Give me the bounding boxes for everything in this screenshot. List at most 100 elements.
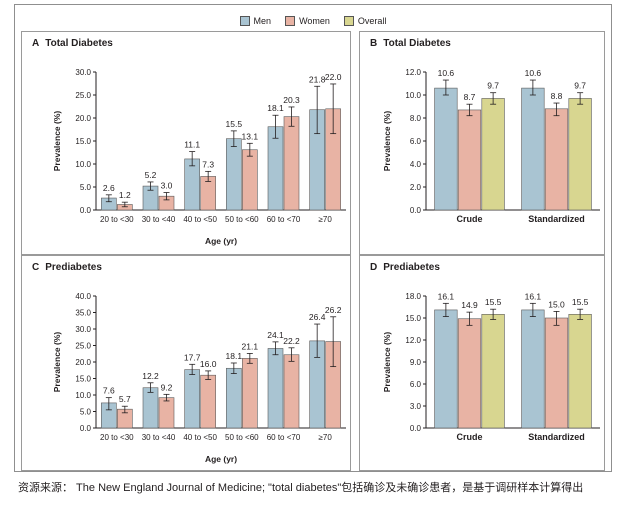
panel-b-title: Total Diabetes (383, 38, 451, 49)
legend: Men Women Overall (15, 14, 611, 28)
y-tick-label: 30.0 (75, 68, 91, 77)
panel-d-chart: 0.0 3.0 6.0 9.0 12.0 15.0 18.0 Prevalence (%) 16… (382, 291, 600, 442)
y-tick-label: 15.0 (405, 314, 421, 323)
y-tick-label: 0.0 (80, 424, 92, 433)
data-label: 10.6 (438, 68, 455, 78)
x-tick-label: 20 to <30 (100, 215, 134, 224)
data-label: 21.8 (309, 74, 326, 84)
bar-men (521, 309, 545, 429)
y-tick-label: 25.0 (75, 342, 91, 351)
figure-frame: Men Women Overall A Total Diabetes 0.0 5.0… (14, 4, 612, 472)
data-label: 15.5 (226, 119, 243, 129)
bar-women (544, 317, 569, 429)
y-axis-label: Prevalence (%) (52, 332, 62, 393)
source-note: 资源来源： The New England Journal of Medicin… (18, 482, 584, 494)
x-tick-label: Standardized (528, 214, 585, 224)
y-tick-label: 20.0 (75, 114, 91, 123)
panel-c-chart: 0.0 5.0 10.0 15.0 20.0 25.0 30.0 35.0 40.0 Preval… (52, 292, 346, 464)
legend-swatch-men (239, 16, 250, 26)
data-label: 10.6 (525, 68, 542, 78)
data-label: 18.1 (226, 351, 243, 361)
x-axis-label: Age (yr) (205, 236, 237, 246)
x-tick-label: 60 to <70 (267, 215, 301, 224)
data-label: 24.1 (267, 330, 284, 340)
y-tick-label: 12.0 (405, 336, 421, 345)
x-tick-label: 30 to <40 (142, 433, 176, 442)
y-tick-label: 6.0 (410, 380, 422, 389)
y-tick-label: 4.0 (410, 160, 422, 169)
bar-overall (481, 98, 505, 211)
bar-women (200, 374, 216, 429)
panel-b-letter: B (370, 38, 378, 49)
bar-men (226, 138, 242, 211)
data-label: 9.7 (574, 81, 586, 91)
bar-overall (568, 314, 592, 429)
y-tick-label: 5.0 (80, 183, 92, 192)
x-tick-label: Crude (456, 214, 482, 224)
bar-women (457, 109, 482, 211)
y-tick-label: 5.0 (80, 408, 92, 417)
data-label: 8.7 (464, 92, 476, 102)
bar-men (184, 369, 200, 429)
bar-men (434, 309, 458, 429)
panel-c-title: Prediabetes (45, 262, 102, 273)
y-tick-label: 9.0 (410, 358, 422, 367)
y-tick-label: 3.0 (410, 402, 422, 411)
bar-women (457, 318, 482, 429)
panel-a-title: Total Diabetes (45, 38, 113, 49)
y-tick-label: 15.0 (75, 137, 91, 146)
data-label: 15.5 (485, 297, 502, 307)
legend-entry-women: Women (285, 16, 330, 26)
x-axis-label: Age (yr) (205, 454, 237, 464)
y-tick-label: 2.0 (410, 183, 422, 192)
bar-women (283, 354, 300, 429)
data-label: 15.5 (572, 297, 589, 307)
bar-men (434, 87, 458, 211)
panel-b-chart: 0.0 2.0 4.0 6.0 8.0 10.0 12.0 Prevalence (%) 10.… (382, 68, 600, 224)
legend-swatch-overall (343, 16, 354, 26)
y-tick-label: 0.0 (410, 424, 422, 433)
panel-d-title: Prediabetes (383, 262, 440, 273)
y-tick-label: 15.0 (75, 375, 91, 384)
y-tick-label: 10.0 (75, 391, 91, 400)
x-tick-label: 40 to <50 (183, 433, 217, 442)
data-label: 5.2 (145, 170, 157, 180)
panel-b-total-diabetes-rates: B Total Diabetes 0.0 2.0 4.0 6.0 8.0 10.0 12.0 P… (359, 31, 605, 255)
bar-overall (481, 314, 505, 429)
y-tick-label: 10.0 (75, 160, 91, 169)
y-axis-label: Prevalence (%) (382, 111, 392, 172)
panel-d-letter: D (370, 262, 378, 273)
bar-overall (568, 98, 592, 211)
panel-d-prediabetes-rates: D Prediabetes 0.0 3.0 6.0 9.0 12.0 15.0 18.0 Pre… (359, 255, 605, 471)
bar-men (142, 387, 159, 429)
y-axis-label: Prevalence (%) (52, 111, 62, 172)
y-tick-label: 18.0 (405, 292, 421, 301)
x-tick-label: Crude (456, 432, 482, 442)
y-tick-label: 0.0 (80, 206, 92, 215)
x-tick-label: 20 to <30 (100, 433, 134, 442)
data-label: 2.6 (103, 183, 115, 193)
data-label: 26.4 (309, 312, 326, 322)
panel-a-chart: 0.0 5.0 10.0 15.0 20.0 25.0 30.0 Prevalence (%)… (52, 68, 346, 246)
bar-women (544, 108, 569, 211)
x-tick-label: 50 to <60 (225, 215, 259, 224)
data-label: 9.2 (161, 382, 173, 392)
legend-label-men: Men (253, 16, 272, 26)
y-tick-label: 12.0 (405, 68, 421, 77)
y-tick-label: 20.0 (75, 358, 91, 367)
data-label: 18.1 (267, 103, 284, 113)
x-tick-label: Standardized (528, 432, 585, 442)
data-label: 9.7 (487, 81, 499, 91)
data-label: 5.7 (119, 394, 131, 404)
panel-a-letter: A (32, 38, 40, 49)
data-label: 16.1 (525, 291, 542, 301)
x-tick-label: 60 to <70 (267, 433, 301, 442)
data-label: 16.0 (200, 359, 217, 369)
x-tick-label: ≥70 (319, 433, 333, 442)
data-label: 22.2 (283, 336, 300, 346)
legend-entry-men: Men (239, 16, 272, 26)
y-tick-label: 10.0 (405, 91, 421, 100)
data-label: 15.0 (548, 299, 565, 309)
legend-label-women: Women (299, 16, 330, 26)
y-tick-label: 40.0 (75, 292, 91, 301)
